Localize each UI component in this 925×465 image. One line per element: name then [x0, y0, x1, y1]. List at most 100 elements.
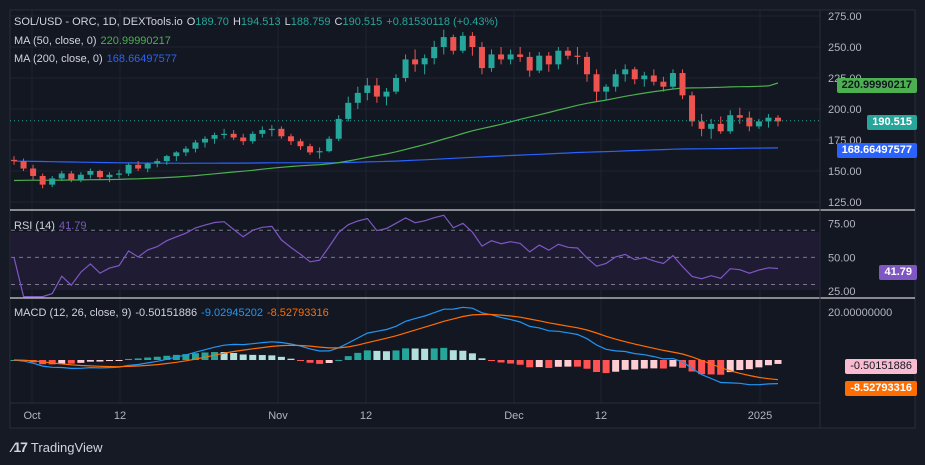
rsi-line	[13, 214, 779, 298]
macd-histogram-bar	[774, 360, 782, 364]
candle-body	[173, 152, 180, 157]
macd-histogram-bar	[669, 360, 677, 367]
ma200-line	[13, 147, 779, 164]
candle-body	[240, 137, 247, 142]
candle-body	[593, 74, 600, 92]
macd-legend[interactable]: MACD (12, 26, close, 9) -0.50151886 -9.029…	[14, 307, 333, 319]
macd-histogram-bar	[392, 350, 400, 360]
tradingview-branding[interactable]: ⁄17 TradingView	[12, 439, 102, 455]
time-axis[interactable]: Oct 12 Nov 12 Dec 12 2025	[23, 410, 772, 422]
candle-body	[498, 54, 505, 60]
macd-histogram-bar	[115, 360, 123, 361]
ma200-value: 168.66497577	[106, 53, 178, 65]
candle-body	[765, 117, 772, 122]
macd-histogram-bar	[745, 360, 753, 370]
candle-body	[58, 173, 65, 179]
macd-histogram-bar	[48, 360, 56, 365]
macd-label: MACD (12, 26, close, 9)	[14, 307, 132, 319]
macd-histogram-bar	[134, 358, 142, 360]
rsi-tick-label: 75.00	[828, 219, 856, 231]
change-value: +0.81530118 (+0.43%)	[386, 16, 498, 28]
macd-histogram-bar	[545, 360, 553, 368]
candle-body	[20, 161, 27, 169]
ma200-legend[interactable]: MA (200, close, 0) 168.66497577	[14, 53, 181, 65]
macd-hist-value: -8.52793316	[266, 307, 329, 319]
candle-body	[526, 56, 533, 71]
macd-histogram-bar	[497, 360, 505, 363]
macd-histogram-bar	[354, 352, 362, 360]
price-tick-label: 275.00	[828, 11, 862, 23]
candle-body	[689, 95, 696, 122]
macd-lines	[13, 306, 779, 386]
candle-body	[249, 133, 256, 142]
candle-body	[364, 85, 371, 93]
candle-body	[345, 102, 352, 119]
candle-body	[775, 117, 781, 122]
macd-histogram-bar	[612, 360, 620, 372]
candle-body	[268, 128, 275, 131]
time-tick-label: 2025	[748, 410, 772, 422]
time-tick-label: 12	[595, 410, 607, 422]
candle-body	[564, 50, 571, 56]
ma50-polyline	[13, 82, 779, 182]
symbol-legend[interactable]: SOL/USD - ORC, 1D, DEXTools.io O189.70 H19…	[14, 16, 502, 28]
candle-body	[650, 75, 657, 82]
candle-body	[354, 92, 361, 103]
macd-histogram-bar	[650, 360, 658, 369]
ma50-legend[interactable]: MA (50, close, 0) 220.99990217	[14, 35, 175, 47]
candle-body	[39, 175, 46, 185]
macd-histogram-bar	[306, 360, 314, 363]
rsi-tick-label: 50.00	[828, 252, 856, 264]
high-value: 194.513	[240, 16, 281, 28]
candle-body	[278, 128, 285, 137]
ma50-value: 220.99990217	[100, 35, 171, 47]
macd-histogram-bar	[688, 360, 696, 372]
macd-histogram-bar	[239, 354, 247, 360]
price-axis[interactable]: 275.00250.00225.00200.00175.00150.00125.…	[828, 11, 862, 209]
macd-histogram-bar	[382, 351, 390, 360]
time-tick-label: 12	[360, 410, 372, 422]
macd-histogram-bar	[554, 360, 562, 367]
macd-value: -0.50151886	[135, 307, 198, 319]
price-tick-label: 250.00	[828, 42, 862, 54]
macd-signal-value: -9.02945202	[201, 307, 263, 319]
ma50-badge: 220.99990217	[836, 78, 917, 93]
ma50-line	[13, 82, 779, 182]
candle-body	[297, 141, 304, 147]
macd-histogram-bar	[287, 358, 295, 360]
macd-histogram-bar	[621, 360, 629, 370]
macd-histogram-bar	[602, 360, 610, 374]
candle-body	[717, 123, 724, 132]
rsi-legend[interactable]: RSI (14) 41.79	[14, 220, 91, 232]
candle-body	[116, 173, 123, 175]
candle-body	[727, 115, 734, 132]
macd-histogram-bar	[106, 360, 113, 362]
macd-histogram-bar	[402, 348, 410, 360]
macd-axis: 20.00000000	[828, 307, 892, 319]
macd-histogram-bar	[67, 360, 75, 364]
macd-histogram-bar	[58, 360, 66, 364]
candle-body	[584, 56, 590, 75]
macd-histogram-bar	[220, 352, 228, 360]
macd-histogram-bar	[86, 360, 94, 362]
candle-body	[478, 47, 485, 69]
candle-body	[708, 123, 715, 129]
macd-signal-badge: -8.52793316	[845, 381, 917, 396]
macd-histogram-bar	[659, 360, 667, 369]
tradingview-logo-icon: ⁄17	[12, 439, 28, 455]
macd-histogram-bar	[583, 360, 591, 369]
macd-histogram-bar	[77, 360, 85, 363]
macd-histogram-bar	[698, 360, 706, 375]
macd-histogram-bar	[755, 360, 763, 368]
macd-histogram-bar	[411, 348, 419, 360]
macd-histogram-bar	[249, 354, 257, 360]
candle-body	[326, 138, 333, 152]
candle-body	[755, 121, 762, 127]
macd-histogram-bar	[277, 356, 285, 360]
candle-body	[402, 59, 409, 78]
macd-hist-badge: -0.50151886	[845, 359, 917, 374]
time-tick-label: Dec	[504, 410, 524, 422]
candle-body	[603, 86, 610, 92]
candle-body	[163, 156, 170, 162]
